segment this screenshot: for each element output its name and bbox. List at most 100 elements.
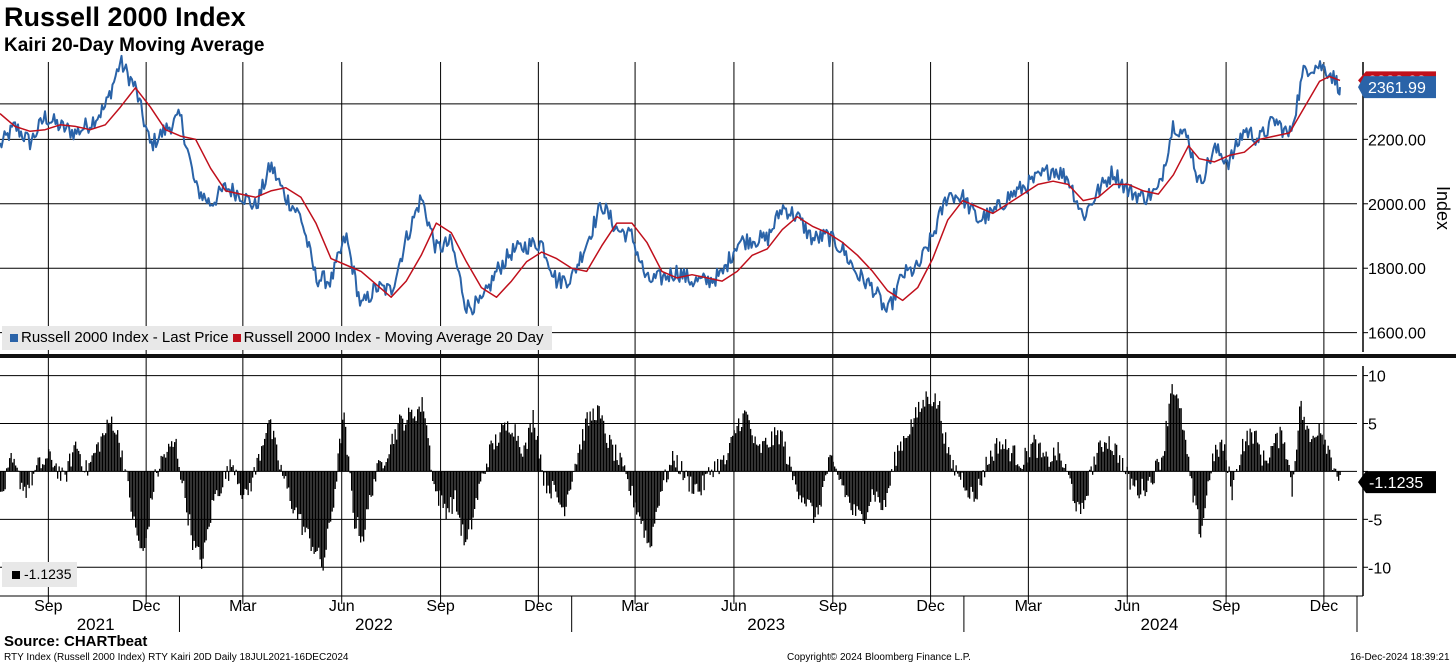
kairi-bar	[487, 467, 489, 472]
kairi-bar	[678, 471, 680, 474]
kairi-bar	[88, 463, 90, 472]
kairi-bar	[580, 449, 582, 472]
kairi-bar	[535, 439, 537, 472]
kairi-bar	[427, 438, 429, 472]
kairi-bar	[1189, 471, 1191, 477]
kairi-bar	[837, 471, 839, 475]
kairi-bar	[879, 471, 881, 503]
x-tick-label: Mar	[1015, 598, 1043, 615]
x-tick-label: Sep	[34, 598, 63, 615]
kairi-bar	[877, 471, 879, 498]
kairi-bar	[0, 471, 2, 492]
kairi-bar	[802, 471, 804, 498]
kairi-bar	[1314, 437, 1316, 472]
kairi-bar	[1051, 461, 1053, 472]
year-label: 2024	[1141, 615, 1179, 634]
kairi-bar	[394, 429, 396, 472]
kairi-bar	[1254, 431, 1256, 472]
kairi-bar	[891, 469, 893, 472]
kairi-bar	[951, 468, 953, 472]
kairi-bar	[819, 471, 821, 505]
price-tick-label: 1800.00	[1368, 261, 1426, 278]
kairi-bar	[1333, 468, 1335, 472]
kairi-bar	[423, 411, 425, 472]
kairi-bar	[1023, 464, 1025, 472]
kairi-bar	[856, 471, 858, 507]
kairi-bar	[762, 441, 764, 472]
kairi-bar	[45, 458, 47, 472]
kairi-bar	[337, 453, 339, 472]
kairi-bar	[262, 445, 264, 472]
kairi-bar	[411, 409, 413, 472]
kairi-bar	[283, 471, 285, 479]
kairi-bar	[343, 412, 345, 472]
kairi-bar	[48, 449, 50, 472]
kairi-bar	[640, 471, 642, 524]
kairi-bar	[1300, 400, 1302, 472]
kairi-bar	[123, 471, 125, 472]
kairi-bar	[618, 464, 620, 472]
kairi-bar	[825, 471, 827, 476]
kairi-bar	[117, 430, 119, 472]
kairi-bar	[729, 443, 731, 472]
kairi-bar	[630, 471, 632, 496]
kairi-bar	[225, 471, 227, 479]
kairi-bar	[139, 471, 141, 549]
kairi-bar	[178, 467, 180, 472]
kairi-bar	[1260, 454, 1262, 472]
kairi-bar	[501, 423, 503, 472]
kairi-bar	[808, 471, 810, 500]
x-tick-label: Jun	[329, 598, 355, 615]
kairi-bar	[255, 471, 257, 475]
kairi-bar	[988, 463, 990, 472]
kairi-bar	[220, 471, 222, 494]
kairi-bar	[1309, 442, 1311, 472]
kairi-bar	[709, 471, 711, 475]
kairi-bar	[463, 471, 465, 546]
kairi-bar	[465, 471, 467, 543]
kairi-bar	[274, 437, 276, 472]
kairi-bar	[772, 445, 774, 472]
kairi-bar	[379, 461, 381, 472]
kairi-bar	[438, 471, 440, 506]
kairi-bar	[40, 468, 42, 472]
kairi-bar	[1149, 471, 1151, 477]
kairi-bar	[936, 408, 938, 472]
kairi-bar	[1182, 429, 1184, 472]
kairi-bar	[643, 471, 645, 538]
kairi-bar	[82, 471, 84, 472]
kairi-bar	[1147, 471, 1149, 481]
kairi-bar	[594, 420, 596, 472]
kairi-bar	[949, 454, 951, 472]
kairi-bar	[733, 430, 735, 472]
kairi-bar	[1326, 453, 1328, 472]
kairi-bar	[208, 471, 210, 527]
kairi-bar	[141, 471, 143, 549]
kairi-bar	[325, 471, 327, 550]
kairi-bar	[94, 452, 96, 472]
kairi-bar	[532, 410, 534, 472]
kairi-bar	[27, 471, 29, 485]
kairi-bar	[391, 433, 393, 472]
kairi-bar	[1287, 459, 1289, 472]
kairi-bar	[1203, 471, 1205, 519]
kairi-bar	[795, 471, 797, 485]
kairi-bar	[166, 451, 168, 472]
kairi-bar	[1050, 462, 1052, 472]
kairi-bar	[847, 471, 849, 497]
kairi-bar	[616, 460, 618, 472]
price-tick-label: 1600.00	[1368, 326, 1426, 343]
kairi-bar	[531, 432, 533, 472]
kairi-bar	[633, 471, 635, 508]
kairi-bar	[684, 471, 686, 478]
kairi-bar	[607, 447, 609, 472]
kairi-bar	[105, 433, 107, 472]
kairi-bar	[700, 471, 702, 496]
price-axis-title: Index	[1433, 186, 1453, 230]
kairi-bar	[198, 471, 200, 547]
kairi-bar	[663, 471, 665, 481]
kairi-tick-label: -10	[1368, 560, 1391, 577]
kairi-tick-label: 5	[1368, 417, 1377, 434]
kairi-bar	[996, 438, 998, 472]
kairi-bar	[490, 440, 492, 472]
